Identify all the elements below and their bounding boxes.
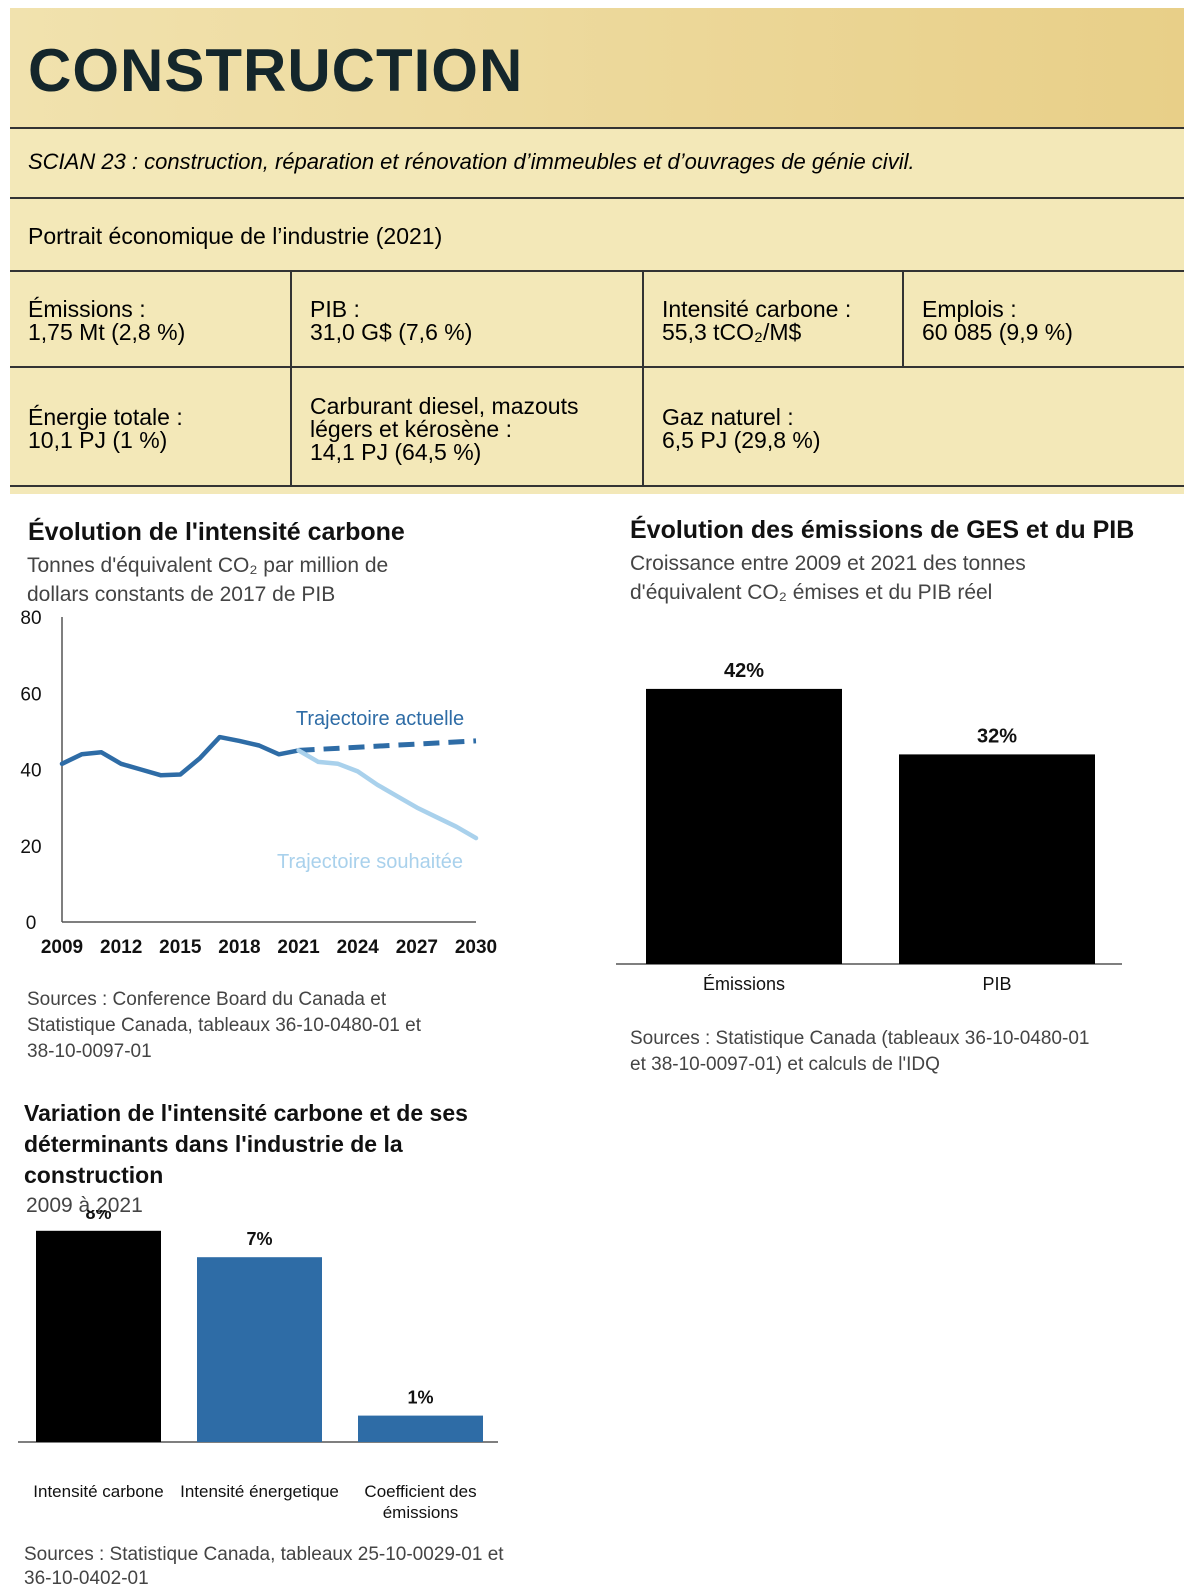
stat-intensite: Intensité carbone : 55,3 tCO₂/M$ [644,298,851,344]
chart3-title: Variation de l'intensité carbone et de s… [24,1098,468,1191]
annotation-trajectoire-souhaitee: Trajectoire souhaitée [277,851,463,873]
category-label: PIB [982,974,1011,994]
data-label: 1% [407,1388,433,1408]
chart3-title-line: Variation de l'intensité carbone et de s… [24,1100,468,1126]
stat-carburant: Carburant diesel, mazouts légers et kéro… [292,395,578,464]
source-line: Sources : Statistique Canada, tableaux 2… [24,1544,504,1565]
scian-description: SCIAN 23 : construction, réparation et r… [28,149,915,174]
data-label: 42% [724,660,764,682]
divider [642,272,644,487]
source-line: 36-10-0402-01 [24,1568,149,1589]
category-label: émissions [383,1503,459,1522]
stat-value: 14,1 PJ (64,5 %) [310,439,482,465]
y-tick-label: 80 [20,608,41,629]
source-line: Sources : Conference Board du Canada et [27,989,387,1010]
category-label: Intensité carbone [33,1482,163,1501]
bar [36,1230,161,1442]
bar [197,1257,322,1442]
data-label: 32% [977,725,1017,747]
y-tick-label: 0 [26,913,37,934]
stat-value: 10,1 PJ (1 %) [28,427,168,453]
stat-label: Émissions : [28,296,146,322]
y-tick-label: 40 [20,761,41,782]
bar [358,1415,483,1442]
x-tick-label: 2015 [159,937,202,958]
determinants-bar-chart: 8% Intensité carbone 7% Intensité énergetiq… [18,1210,498,1522]
stat-label: PIB : [310,296,360,322]
stat-value: 1,75 Mt (2,8 %) [28,319,186,345]
chart1-subtitle-line: dollars constants de 2017 de PIB [27,583,336,606]
x-tick-label: 2012 [100,937,142,958]
stat-energie: Énergie totale : 10,1 PJ (1 %) [10,406,183,452]
chart3-title-line: construction [24,1162,164,1188]
title-bar: CONSTRUCTION [10,8,1184,129]
series-line [298,738,477,753]
x-tick-label: 2024 [337,937,380,958]
y-tick-label: 60 [20,684,41,705]
series-line [59,734,301,778]
stat-value: 55,3 tCO₂/M$ [662,319,802,345]
portrait-heading: Portrait économique de l’industrie (2021… [28,223,443,249]
annotation-trajectoire-actuelle: Trajectoire actuelle [296,708,464,730]
stat-label: Emplois : [922,296,1017,322]
x-tick-label: 2018 [218,937,260,958]
chart3-source: Sources : Statistique Canada, tableaux 2… [24,1543,504,1591]
stats-row-2 [10,368,1184,487]
stat-label: Énergie totale : [28,404,183,430]
bar [646,688,842,964]
stat-label: Carburant diesel, mazouts [310,393,579,419]
y-tick-label: 20 [20,837,41,858]
bar [899,754,1095,964]
stat-emplois: Emplois : 60 085 (9,9 %) [904,298,1073,344]
carbon-intensity-line-chart: 0 20 40 60 80 2009 2012 2015 2018 2021 2024 2027 203… [20,608,497,958]
stat-label: Intensité carbone : [662,296,852,322]
stat-emissions: Émissions : 1,75 Mt (2,8 %) [10,298,185,344]
stat-pib: PIB : 31,0 G$ (7,6 %) [292,298,472,344]
source-line: Statistique Canada, tableaux 36-10-0480-… [27,1015,421,1036]
chart1-title: Évolution de l'intensité carbone [28,518,405,546]
scian-row: SCIAN 23 : construction, réparation et r… [10,127,1184,199]
source-line: 38-10-0097-01 [27,1041,152,1062]
stat-value: 60 085 (9,9 %) [922,319,1073,345]
ges-pib-bar-chart: 42% Émissions 32% PIB [616,660,1122,994]
category-label: Émissions [703,974,785,994]
chart2-subtitle: Croissance entre 2009 et 2021 des tonnes… [630,549,1026,607]
chart1-subtitle-line: Tonnes d'équivalent CO₂ par million de [27,554,389,577]
x-tick-label: 2009 [41,937,83,958]
category-label: Coefficient des [364,1482,476,1501]
chart1-source: Sources : Conference Board du Canada et … [27,987,421,1065]
stat-label: légers et kérosène : [310,416,513,442]
divider [290,272,292,487]
stat-gaz: Gaz naturel : 6,5 PJ (29,8 %) [644,406,821,452]
data-label: 8% [85,1210,111,1223]
chart2-source: Sources : Statistique Canada (tableaux 3… [630,1026,1089,1078]
stats-row-1 [10,272,1184,368]
data-label: 7% [246,1229,272,1249]
stat-value: 31,0 G$ (7,6 %) [310,319,473,345]
page-title: CONSTRUCTION [28,37,524,104]
portrait-row: Portrait économique de l’industrie (2021… [10,199,1184,272]
stat-value: 6,5 PJ (29,8 %) [662,427,821,453]
chart3-title-line: déterminants dans l'industrie de la [24,1131,403,1157]
chart2-subtitle-line: d'équivalent CO₂ émises et du PIB réel [630,581,993,604]
stat-label: Gaz naturel : [662,404,794,430]
chart1-subtitle: Tonnes d'équivalent CO₂ par million de d… [27,551,388,609]
x-tick-label: 2027 [396,937,438,958]
chart2-subtitle-line: Croissance entre 2009 et 2021 des tonnes [630,552,1026,575]
x-tick-label: 2021 [277,937,320,958]
chart2-title: Évolution des émissions de GES et du PIB [630,516,1135,544]
x-tick-label: 2030 [455,937,497,958]
chart3-subtitle: 2009 à 2021 [26,1194,143,1217]
source-line: Sources : Statistique Canada (tableaux 3… [630,1028,1090,1049]
series-line [296,748,479,841]
category-label: Intensité énergetique [180,1482,339,1501]
source-line: et 38-10-0097-01) et calculs de l'IDQ [630,1054,940,1075]
divider [902,272,904,368]
